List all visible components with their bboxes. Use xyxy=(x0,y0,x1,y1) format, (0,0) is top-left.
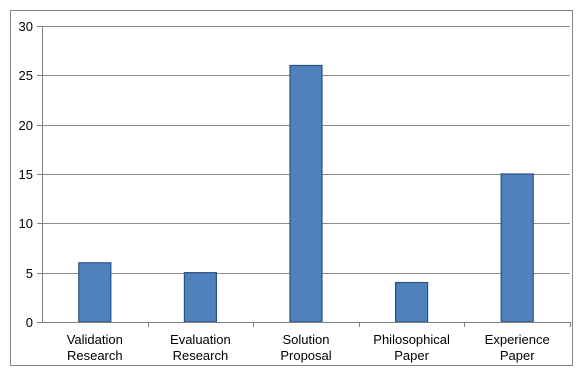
x-tick-label: Research xyxy=(67,348,123,363)
y-tick-label: 0 xyxy=(26,315,33,330)
x-tick-label: Validation xyxy=(67,332,123,347)
x-tick-labels: ValidationResearchEvaluationResearchSolu… xyxy=(67,332,550,363)
y-tick-label: 5 xyxy=(26,266,33,281)
x-tick-label: Paper xyxy=(500,348,535,363)
bar xyxy=(500,173,534,323)
x-tick-label: Research xyxy=(173,348,229,363)
x-tick-label: Solution xyxy=(283,332,330,347)
axes xyxy=(37,26,571,327)
bar xyxy=(78,262,112,323)
x-tick-label: Proposal xyxy=(280,348,331,363)
y-tick-label: 30 xyxy=(19,19,33,34)
y-tick-label: 15 xyxy=(19,167,33,182)
y-tick-label: 10 xyxy=(19,216,33,231)
bar xyxy=(183,272,217,323)
x-tick-label: Experience xyxy=(485,332,550,347)
y-tick-label: 20 xyxy=(19,118,33,133)
bar xyxy=(289,64,323,323)
bars xyxy=(78,64,534,323)
y-tick-labels: 0 5 10 15 20 25 30 xyxy=(19,19,33,330)
x-tick-label: Evaluation xyxy=(170,332,231,347)
x-tick-label: Philosophical xyxy=(373,332,450,347)
x-tick-label: Paper xyxy=(394,348,429,363)
y-tick-label: 25 xyxy=(19,68,33,83)
bar xyxy=(395,281,429,323)
